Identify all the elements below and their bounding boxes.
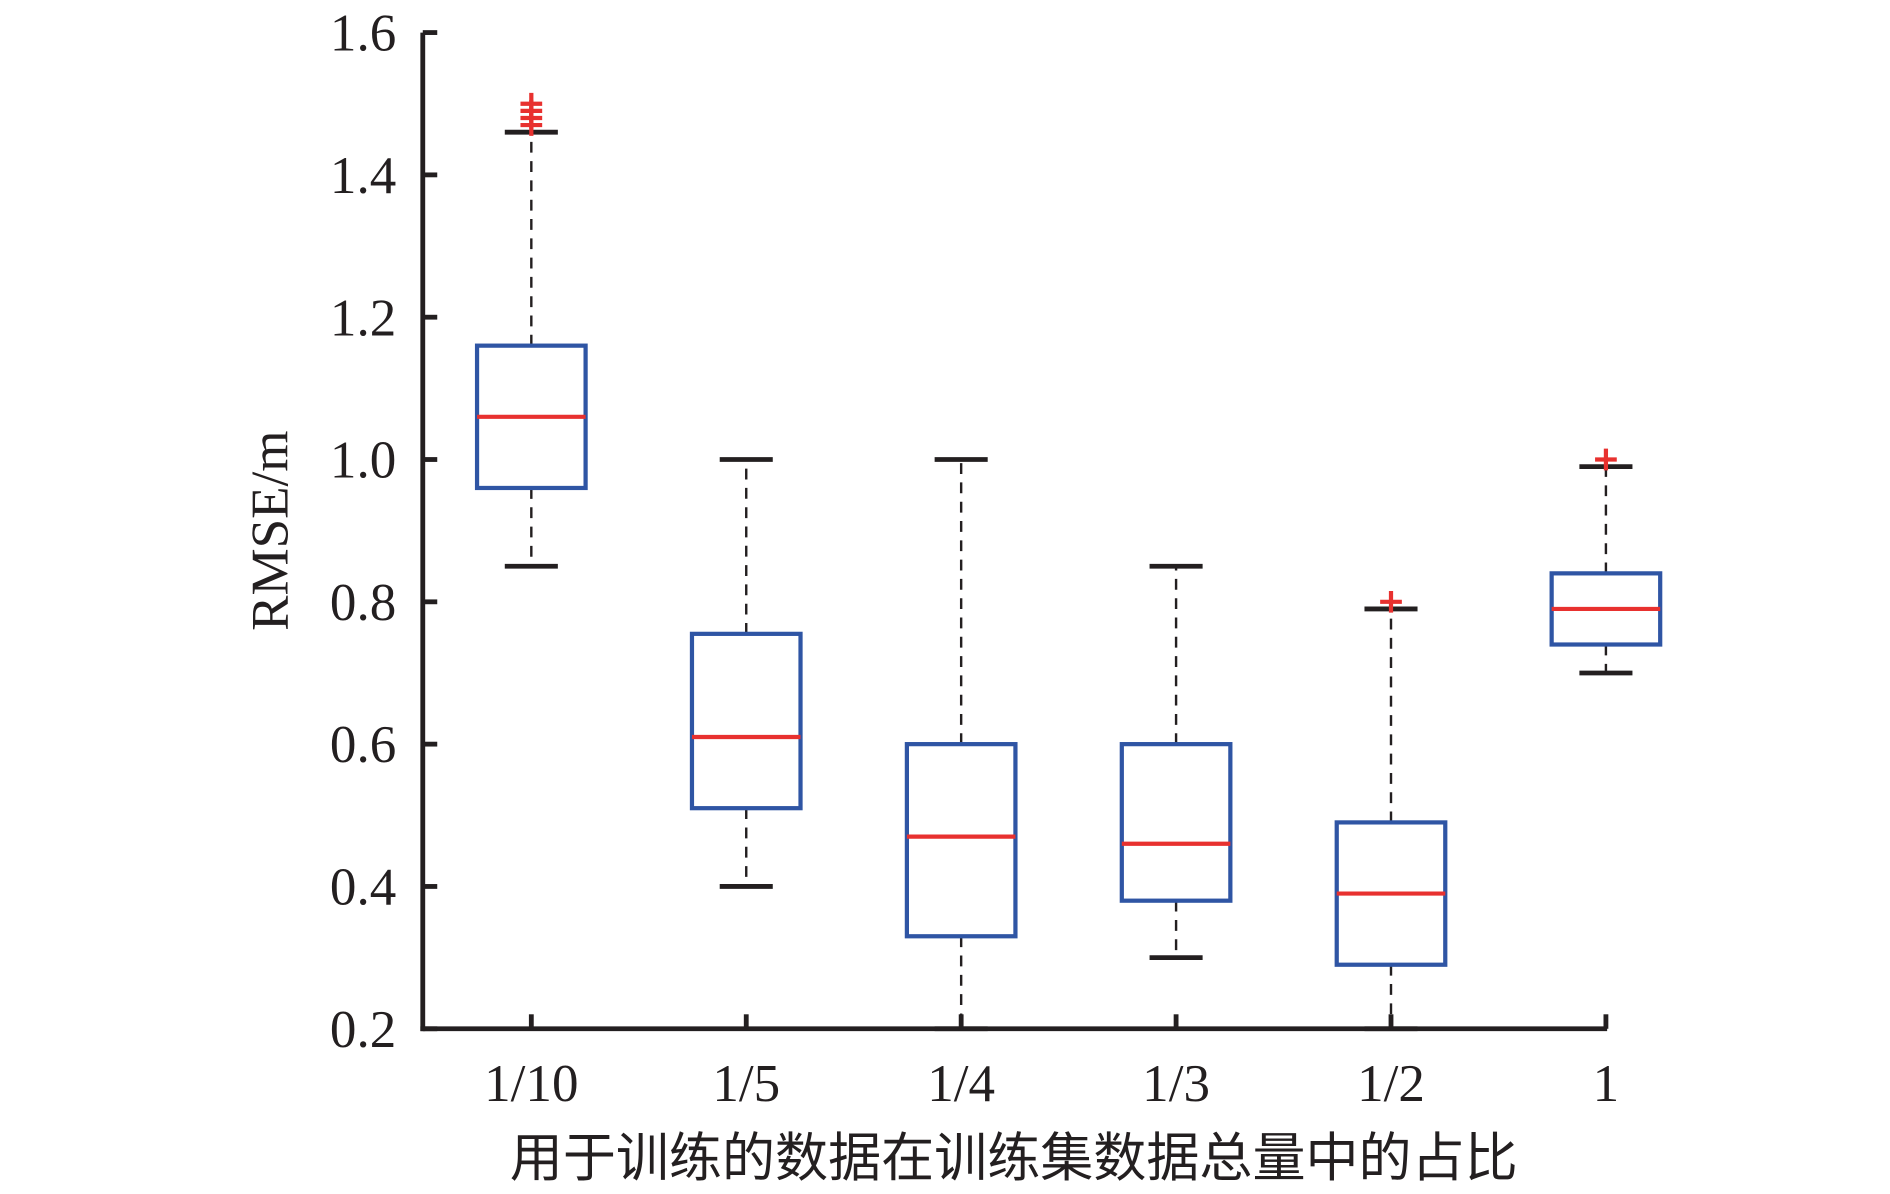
y-tick-label: 1.0 — [330, 432, 396, 490]
box-group-1 — [1549, 448, 1663, 676]
box-group-1-3 — [1119, 563, 1233, 961]
y-axis-label: RMSE/m — [242, 430, 300, 630]
y-tick-label: 1.2 — [330, 289, 396, 347]
x-axis-label: 用于训练的数据在训练集数据总量中的占比 — [510, 1130, 1518, 1188]
x-tick-label: 1/3 — [1142, 1055, 1210, 1113]
y-tick-label: 1.4 — [330, 147, 396, 205]
box-group-1-4 — [904, 457, 1018, 1032]
y-tick-label: 0.2 — [330, 1001, 396, 1059]
outlier-marker — [1380, 590, 1402, 613]
x-tick-label: 1/5 — [712, 1055, 780, 1113]
box-group-1-5 — [689, 457, 803, 889]
y-tick-label: 0.4 — [330, 859, 396, 917]
outlier-marker — [1595, 448, 1617, 471]
box — [904, 742, 1018, 939]
box-group-1-2 — [1334, 590, 1448, 1032]
x-tick-label: 1/10 — [484, 1055, 578, 1113]
x-tick-label: 1/4 — [927, 1055, 995, 1113]
x-tick-label: 1/2 — [1357, 1055, 1425, 1113]
y-tick-label: 0.6 — [330, 716, 396, 774]
box — [1119, 742, 1233, 903]
outlier-marker — [520, 92, 543, 115]
y-tick-label: 0.8 — [330, 574, 396, 632]
box — [689, 631, 803, 811]
box-group-1-10 — [474, 92, 588, 569]
x-tick-label: 1 — [1593, 1055, 1620, 1113]
y-tick-label: 1.6 — [330, 5, 396, 63]
